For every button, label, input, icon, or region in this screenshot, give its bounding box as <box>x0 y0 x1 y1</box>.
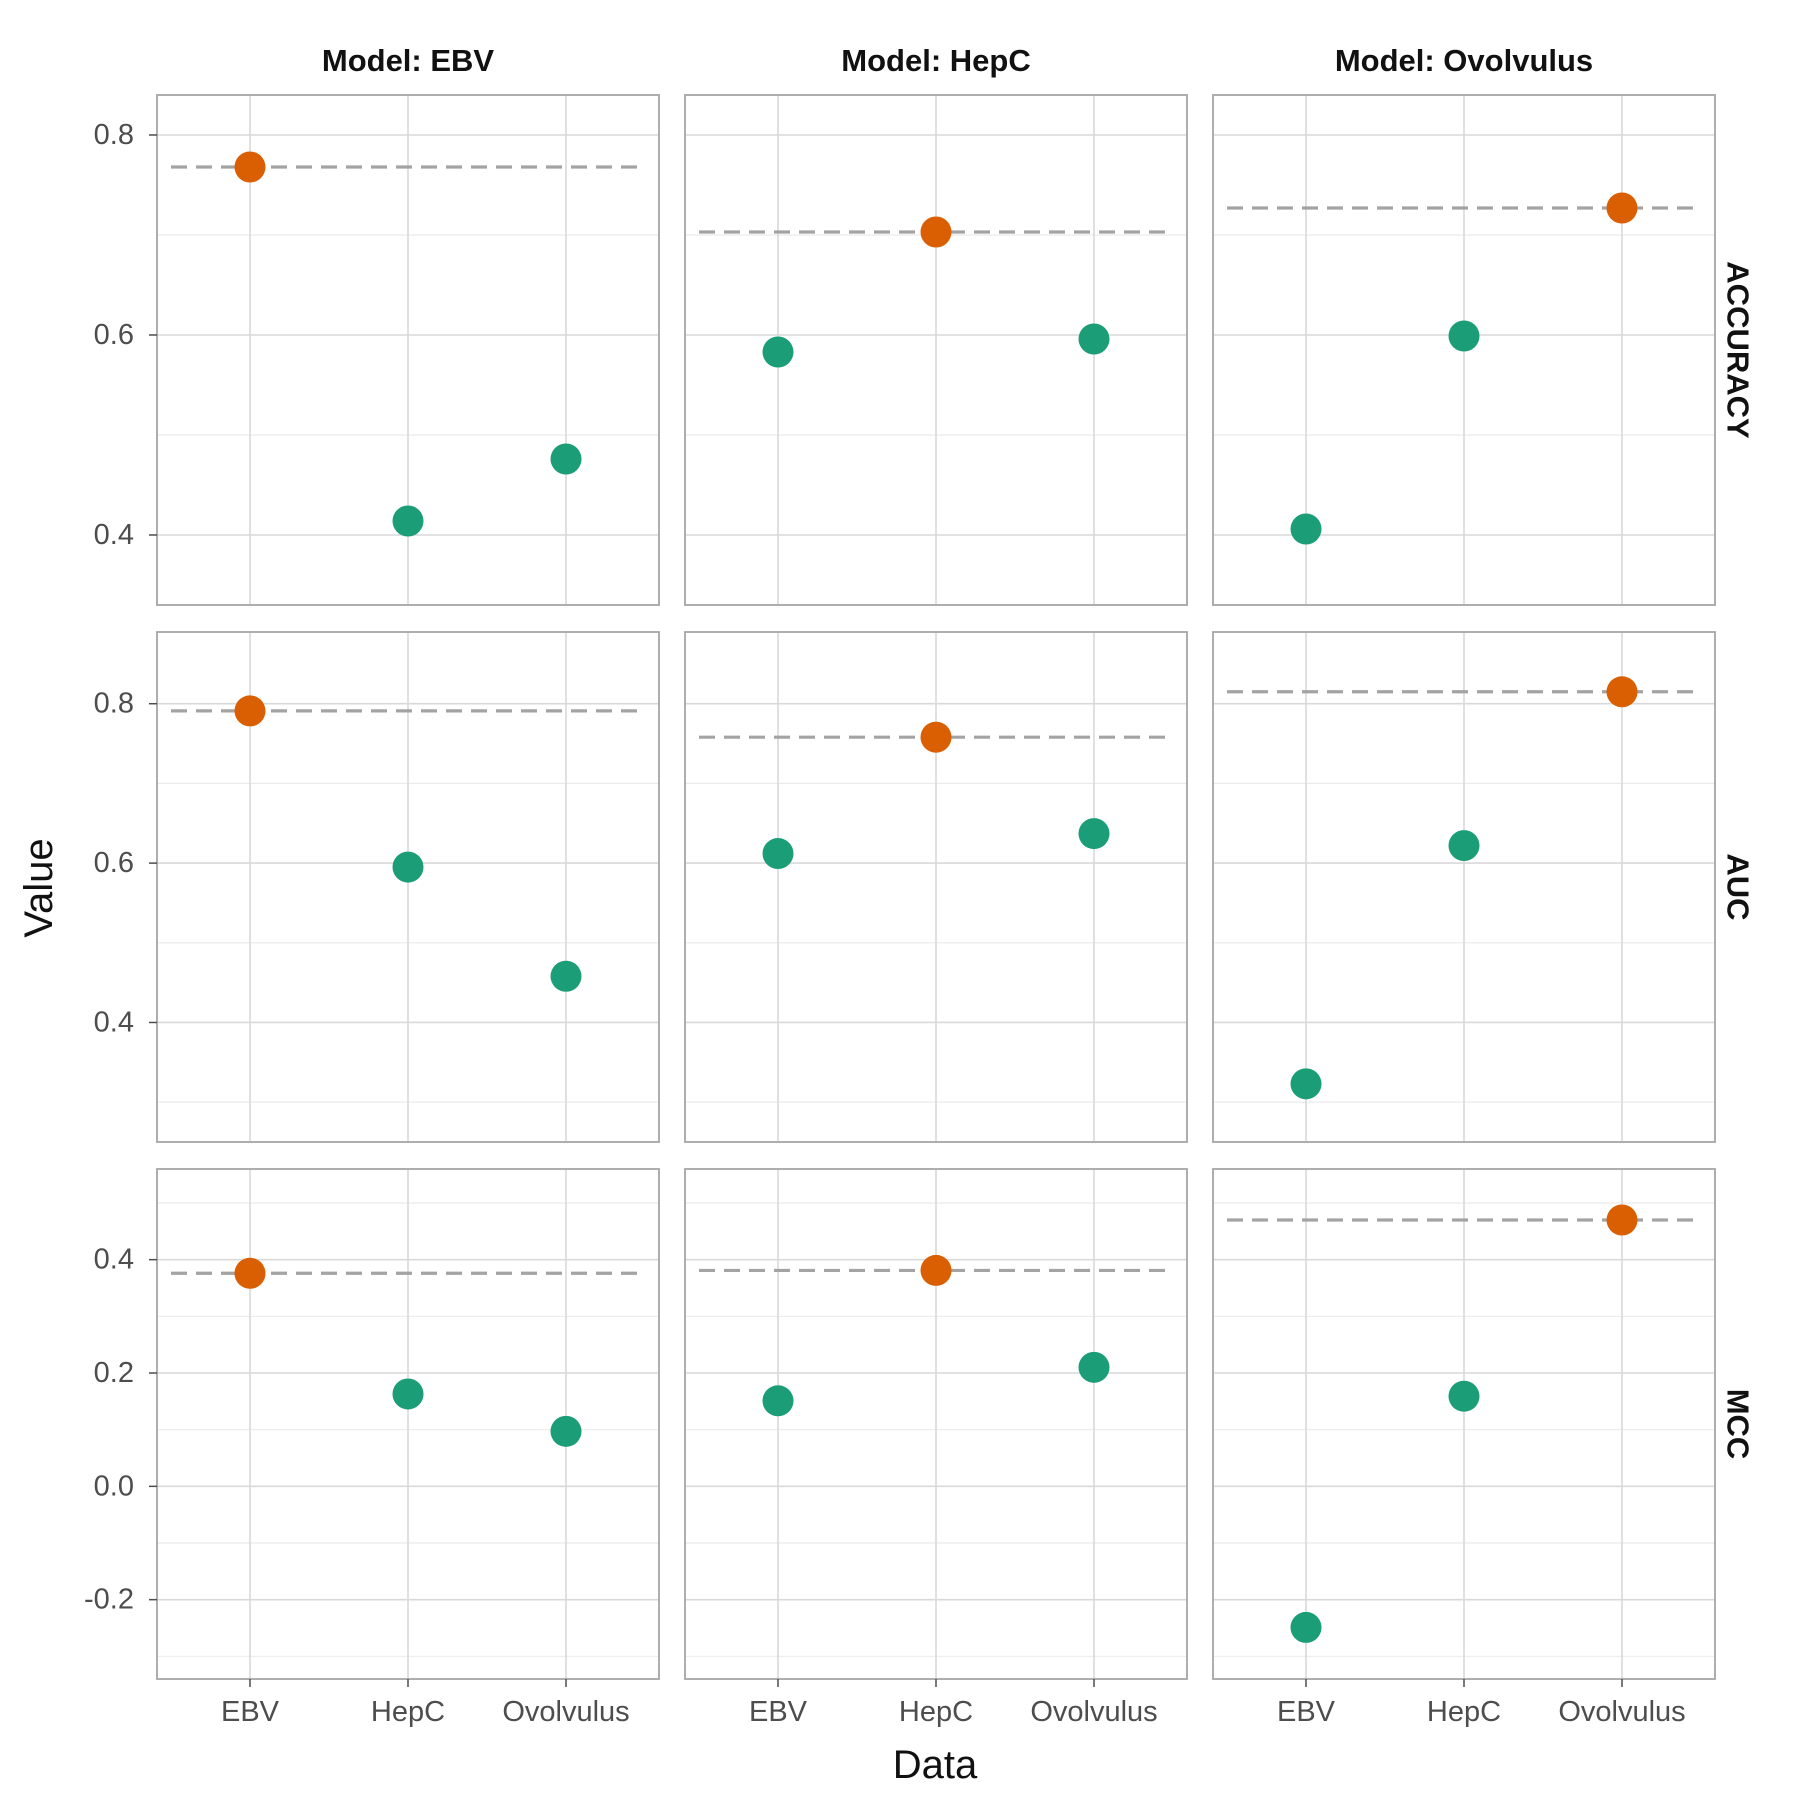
data-point <box>1290 513 1322 545</box>
panel-border <box>156 631 660 1143</box>
x-tick-label: EBV <box>1277 1696 1336 1728</box>
y-tick-label: 0.8 <box>94 119 134 151</box>
self-data-point <box>234 1257 266 1289</box>
y-tick-label: 0.0 <box>94 1470 134 1502</box>
self-data-point <box>1606 1204 1638 1236</box>
facet-panel <box>684 1168 1188 1680</box>
x-axis-title: Data <box>893 1743 978 1787</box>
x-tick-label: EBV <box>749 1696 808 1728</box>
row-strip-label: ACCURACY <box>1721 261 1756 439</box>
self-data-point <box>234 695 266 727</box>
y-tick-label: 0.6 <box>94 319 134 351</box>
data-point <box>762 838 794 870</box>
facet-panel <box>1212 631 1716 1143</box>
y-axis-title: Value <box>17 838 61 937</box>
column-strip-label: Model: Ovolvulus <box>1335 43 1593 78</box>
panel-border <box>1212 631 1716 1143</box>
self-data-point <box>1606 192 1638 224</box>
data-point <box>1448 830 1480 862</box>
x-tick-label: HepC <box>371 1696 445 1728</box>
self-data-point <box>1606 676 1638 708</box>
facet-panel <box>156 1168 660 1680</box>
data-point <box>550 443 582 475</box>
facet-panel <box>684 631 1188 1143</box>
x-tick-label: Ovolvulus <box>1558 1696 1685 1728</box>
strips-layer: Model: EBV Model: HepC Model: Ovolvulus ACC… <box>322 43 1756 1459</box>
x-tick-label: Ovolvulus <box>502 1696 629 1728</box>
data-point <box>1078 818 1110 850</box>
data-point <box>392 505 424 537</box>
facet-panel <box>156 94 660 606</box>
column-strip-label: Model: HepC <box>841 43 1030 78</box>
data-point <box>1290 1611 1322 1643</box>
facet-panel <box>684 94 1188 606</box>
column-strip-label: Model: EBV <box>322 43 495 78</box>
facet-panel <box>156 631 660 1143</box>
facet-panel <box>1212 1168 1716 1680</box>
data-point <box>1448 1380 1480 1412</box>
self-data-point <box>920 216 952 248</box>
data-point <box>762 1385 794 1417</box>
panel-border <box>684 94 1188 606</box>
row-strip-label: MCC <box>1721 1389 1756 1460</box>
y-tick-label: -0.2 <box>84 1584 134 1616</box>
self-data-point <box>920 721 952 753</box>
panel-border <box>1212 94 1716 606</box>
data-point <box>1078 1351 1110 1383</box>
panel-border <box>684 631 1188 1143</box>
data-point <box>1448 320 1480 352</box>
x-tick-label: Ovolvulus <box>1030 1696 1157 1728</box>
y-tick-label: 0.2 <box>94 1357 134 1389</box>
y-tick-label: 0.4 <box>94 1006 134 1038</box>
self-data-point <box>234 151 266 183</box>
panel-border <box>156 94 660 606</box>
y-tick-label: 0.4 <box>94 519 134 551</box>
x-tick-label: HepC <box>899 1696 973 1728</box>
panels-layer <box>156 94 1716 1680</box>
facet-panel <box>1212 94 1716 606</box>
x-tick-label: EBV <box>221 1696 280 1728</box>
data-point <box>1290 1068 1322 1100</box>
y-tick-label: 0.4 <box>94 1244 134 1276</box>
data-point <box>392 851 424 883</box>
row-strip-label: AUC <box>1721 853 1756 920</box>
data-point <box>392 1378 424 1410</box>
self-data-point <box>920 1254 952 1286</box>
y-tick-label: 0.8 <box>94 688 134 720</box>
x-tick-label: HepC <box>1427 1696 1501 1728</box>
ticks-layer: 0.4 0.6 0.8 0.4 0.6 0.8 -0.2 0.0 0.2 0.4 EBV HepC Ov… <box>84 119 1686 1728</box>
y-tick-label: 0.6 <box>94 847 134 879</box>
data-point <box>762 336 794 368</box>
data-point <box>550 1415 582 1447</box>
data-point <box>1078 323 1110 355</box>
data-point <box>550 960 582 992</box>
